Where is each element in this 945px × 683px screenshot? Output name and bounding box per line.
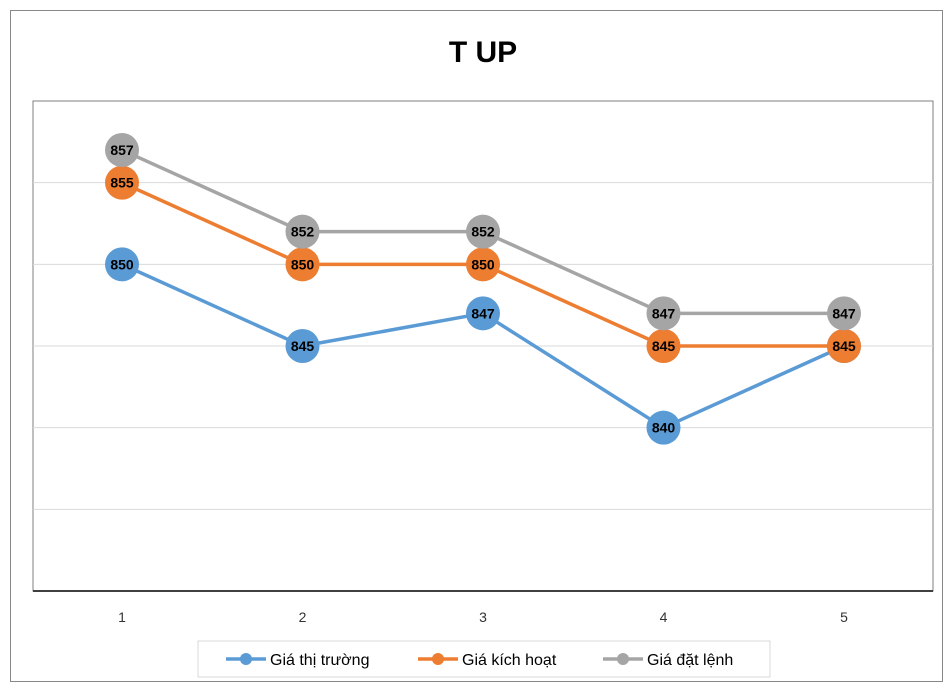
chart-title: T UP <box>449 36 517 69</box>
x-tick-label: 1 <box>118 609 126 625</box>
data-point <box>827 296 861 331</box>
data-point <box>285 247 320 282</box>
legend: Giá thị trường Giá kích hoạt Giá đặt lệnh <box>197 640 771 678</box>
legend-marker <box>432 653 444 665</box>
legend-label: Giá đặt lệnh <box>647 652 733 669</box>
data-point <box>827 329 861 363</box>
data-point <box>466 247 500 282</box>
data-label: 845 <box>832 338 856 354</box>
x-tick-label: 2 <box>299 609 307 625</box>
legend-marker <box>617 653 629 665</box>
data-label: 852 <box>291 224 315 240</box>
series-2: 855 850 850 845 845 <box>105 165 861 363</box>
data-point <box>466 214 500 249</box>
x-tick-label: 3 <box>479 609 487 625</box>
data-point <box>466 296 500 331</box>
data-point <box>105 165 139 200</box>
data-point <box>285 329 320 363</box>
data-point <box>646 410 681 445</box>
data-label: 857 <box>110 142 134 158</box>
series-3: 857 852 852 847 847 <box>105 133 861 331</box>
data-label: 850 <box>471 256 495 272</box>
data-label: 840 <box>652 420 676 436</box>
legend-label: Giá kích hoạt <box>462 652 557 669</box>
data-label: 847 <box>471 305 495 321</box>
data-label: 847 <box>832 305 856 321</box>
x-axis-ticks: 1 2 3 4 5 <box>118 609 848 625</box>
data-label: 850 <box>110 256 134 272</box>
data-point <box>646 329 681 363</box>
legend-box <box>197 640 771 678</box>
data-label: 847 <box>652 305 676 321</box>
data-label: 845 <box>291 338 315 354</box>
series-group: 8508458478408458558508508458458578528528… <box>105 133 861 445</box>
legend-marker <box>240 653 252 665</box>
data-point <box>285 214 320 249</box>
legend-label: Giá thị trường <box>270 652 369 669</box>
data-label: 855 <box>110 175 134 191</box>
data-label: 845 <box>652 338 676 354</box>
data-label: 852 <box>471 224 495 240</box>
data-point <box>105 247 139 282</box>
data-point <box>646 296 681 331</box>
x-tick-label: 5 <box>840 609 848 625</box>
data-point <box>105 133 139 167</box>
data-label: 850 <box>291 256 315 272</box>
gridlines <box>33 182 933 510</box>
x-tick-label: 4 <box>660 609 668 625</box>
